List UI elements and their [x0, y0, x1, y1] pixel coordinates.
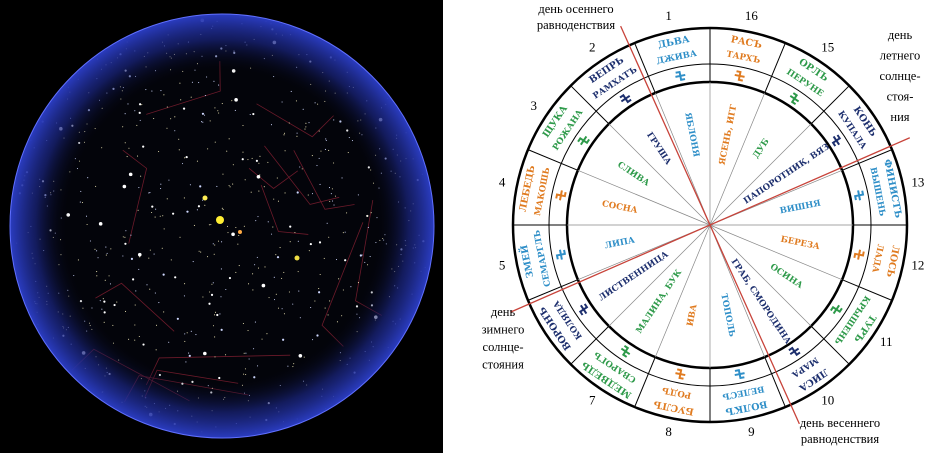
sector-symbol: [675, 70, 686, 82]
outer-spoke: [527, 149, 579, 171]
inner-spoke: [654, 224, 711, 358]
sector-number: 13: [911, 175, 924, 190]
sector-symbol: [830, 304, 843, 315]
outer-spoke: [810, 325, 850, 365]
sector-symbol: [734, 70, 745, 82]
sector-symbol: [788, 346, 801, 357]
inner-spoke: [608, 224, 711, 327]
sector-symbol: [734, 368, 745, 380]
sector-number: 3: [530, 98, 537, 113]
season-label: день: [491, 305, 516, 319]
sector-symbol: [555, 190, 567, 201]
sector-symbol: [789, 92, 800, 105]
inner-spoke: [654, 92, 711, 226]
season-label: ния: [890, 110, 909, 124]
calendar-wheel: ДЬВАДЖИВАЯБЛОНЯ1ВЕПРЬРАМХАТЪГРУША2ЩУКАРО…: [482, 2, 925, 446]
sector-symbol: [619, 93, 632, 104]
sector-number: 2: [589, 40, 596, 55]
sector-number: 15: [821, 40, 834, 55]
outer-spoke: [634, 42, 656, 94]
sector-symbol: [620, 345, 631, 358]
sector-symbol: [853, 249, 865, 260]
sector-number: 9: [748, 424, 755, 439]
sector-symbol: [555, 249, 567, 260]
sector-number: 4: [499, 175, 506, 190]
outer-spoke: [570, 85, 610, 125]
outer-spoke: [810, 85, 850, 125]
season-label: равноденствия: [801, 432, 879, 446]
sector-symbol: [831, 134, 842, 147]
season-label: стоя-: [887, 89, 914, 103]
season-label: стояния: [482, 357, 524, 371]
horizon-glow: [9, 13, 435, 439]
sector-symbol: [853, 190, 865, 201]
outer-spoke: [764, 356, 786, 408]
outer-spoke: [570, 325, 610, 365]
inner-spoke: [709, 123, 812, 226]
sector-number: 8: [665, 424, 672, 439]
sector-number: 5: [499, 257, 506, 272]
sector-number: 16: [745, 8, 759, 23]
sector-number: 7: [589, 392, 596, 407]
season-label: летнего: [880, 48, 921, 62]
sector-number: 1: [665, 8, 672, 23]
inner-spoke: [709, 224, 812, 327]
outer-spoke: [527, 279, 579, 301]
inner-spoke: [608, 123, 711, 226]
sector-symbol: [577, 135, 590, 146]
season-label: день: [888, 28, 913, 42]
inner-spoke: [709, 224, 766, 358]
tree-name: ИВА: [685, 303, 699, 327]
sector-symbol: [675, 368, 686, 380]
season-label: зимнего: [482, 322, 525, 336]
outer-spoke: [634, 356, 656, 408]
inner-spoke: [709, 92, 766, 226]
inner-spoke: [709, 224, 843, 281]
star-map: [9, 13, 435, 439]
season-line: [509, 137, 911, 313]
season-label: день осеннего: [538, 2, 613, 16]
sector-number: 10: [821, 392, 834, 407]
season-label: солнце-: [483, 340, 524, 354]
season-label: день весеннего: [800, 416, 880, 430]
outer-spoke: [841, 279, 893, 301]
sector-number: 12: [911, 257, 924, 272]
sector-symbol: [578, 303, 589, 316]
outer-spoke: [841, 149, 893, 171]
inner-spoke: [577, 169, 711, 226]
season-label: равноденствия: [537, 18, 615, 32]
season-label: солнце-: [880, 69, 921, 83]
sector-number: 11: [880, 334, 893, 349]
outer-spoke: [764, 42, 786, 94]
